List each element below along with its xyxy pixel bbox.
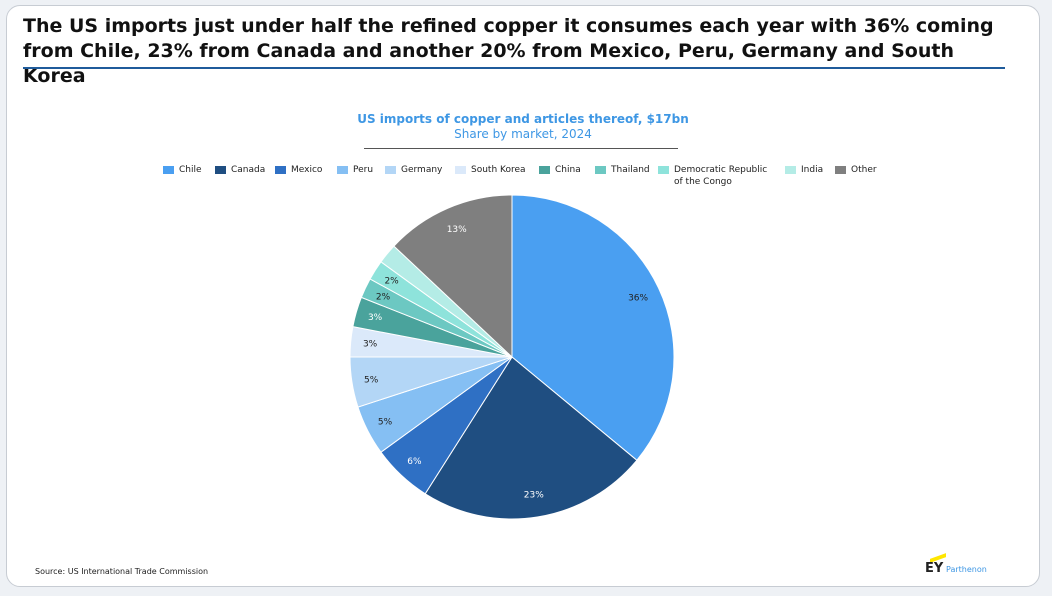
legend-swatch [385, 166, 396, 174]
chart-card: The US imports just under half the refin… [6, 5, 1040, 587]
chart-title-rule [364, 148, 678, 149]
legend-swatch [595, 166, 606, 174]
legend-swatch [539, 166, 550, 174]
pie-data-label: 5% [364, 375, 379, 385]
headline-rule [23, 67, 1005, 69]
pie-slice [424, 356, 638, 520]
pie-data-label: 3% [363, 340, 378, 350]
legend-label: India [801, 165, 824, 175]
legend-swatch [455, 166, 466, 174]
legend-swatch [275, 166, 286, 174]
legend-label: South Korea [471, 165, 526, 175]
legend-label: Mexico [291, 165, 323, 175]
legend-swatch [163, 166, 174, 174]
pie-slice [511, 194, 675, 461]
pie-data-label: 23% [524, 491, 544, 501]
chart-title: US imports of copper and articles thereo… [357, 112, 689, 126]
chart-legend: Chile Canada Mexico Peru Germany South Korea C… [157, 164, 917, 200]
logo-word: Parthenon [946, 565, 987, 574]
legend-label: China [555, 165, 581, 175]
pie-chart: 36% 23% 6% 5% 5% 3% 3% 2% 2% 13% [349, 194, 675, 520]
chart-subtitle: Share by market, 2024 [454, 127, 592, 141]
pie-data-label: 2% [384, 277, 399, 287]
pie-data-label: 6% [407, 457, 422, 467]
source-note: Source: US International Trade Commissio… [35, 567, 209, 576]
pie-data-label: 2% [376, 292, 391, 302]
legend-swatch [785, 166, 796, 174]
headline: The US imports just under half the refin… [23, 15, 994, 87]
legend-label: Germany [401, 165, 443, 175]
legend-label: Chile [179, 165, 202, 175]
legend-label: Thailand [611, 165, 650, 175]
legend-swatch [658, 166, 669, 174]
legend-swatch [215, 166, 226, 174]
pie-data-label: 36% [628, 294, 648, 304]
pie-data-label: 3% [368, 313, 383, 323]
pie-data-label: 5% [378, 418, 393, 428]
legend-swatch [337, 166, 348, 174]
pie-data-label: 13% [447, 225, 467, 235]
pie-slice [393, 194, 513, 359]
legend-label: Peru [353, 165, 374, 175]
legend-label: Other [851, 165, 877, 175]
logo-mark: EY [925, 561, 944, 576]
legend-label: Democratic Republic of the Congo [674, 165, 768, 187]
legend-label: Canada [231, 165, 266, 175]
legend-swatch [835, 166, 846, 174]
